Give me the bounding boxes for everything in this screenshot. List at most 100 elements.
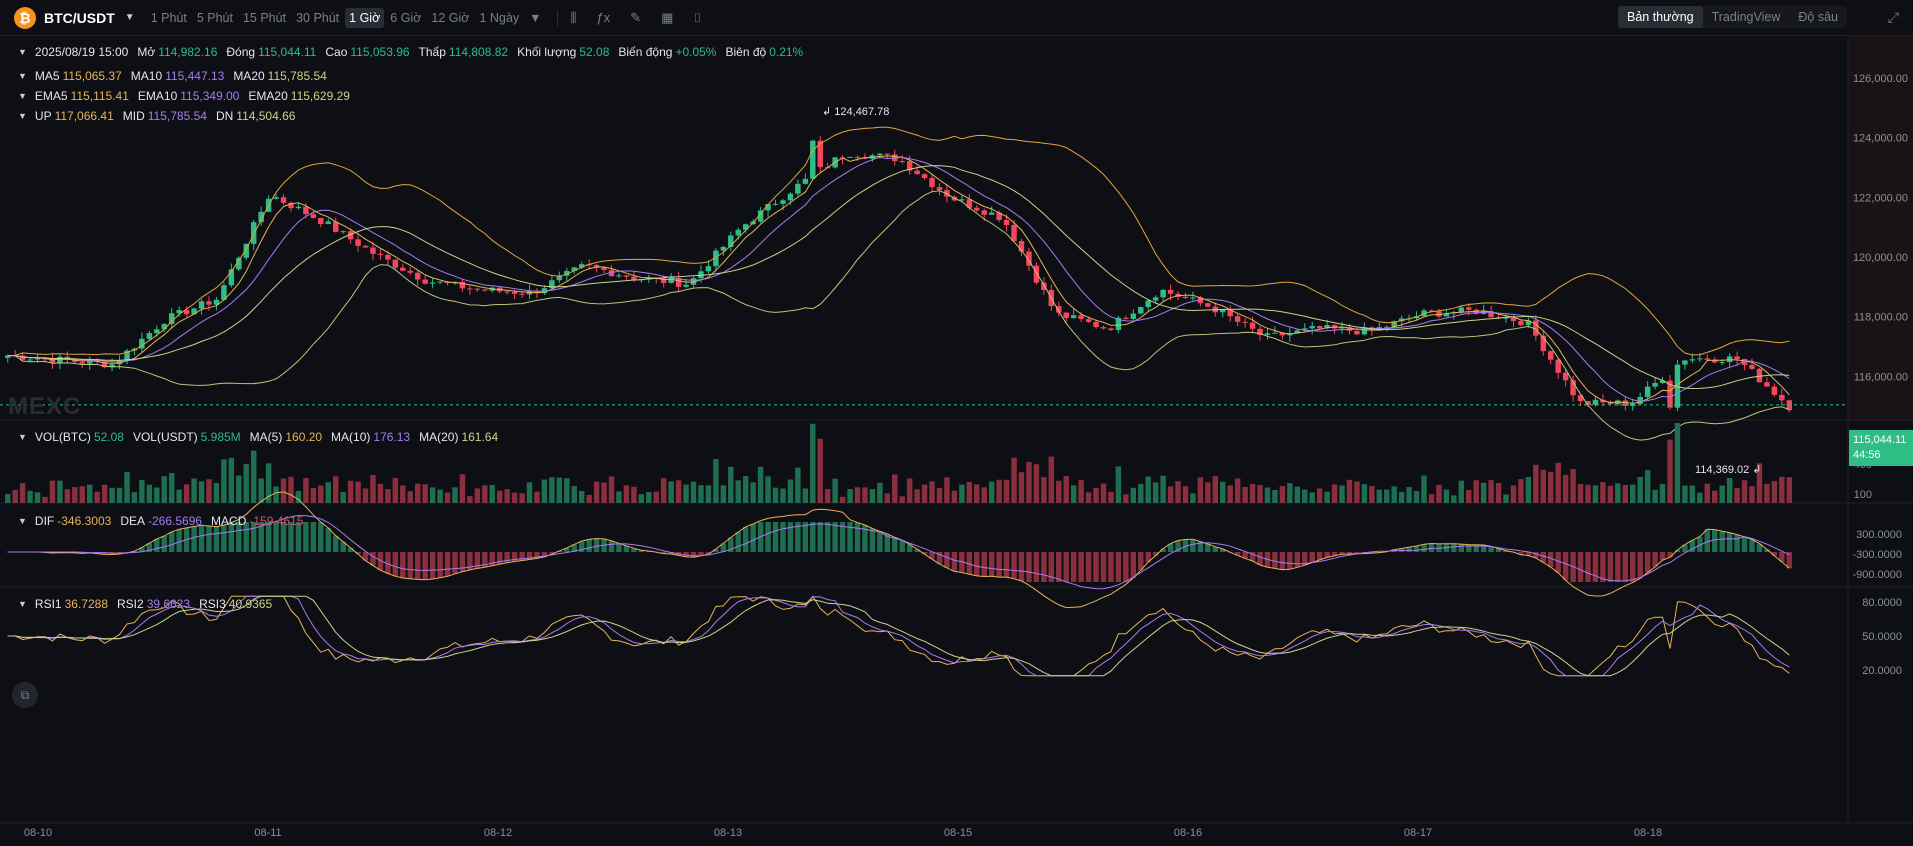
view-depth-button[interactable]: Độ sâu	[1798, 10, 1838, 24]
candle-up	[1220, 310, 1226, 313]
boll-dn-label: DN	[215, 109, 234, 123]
candle-up	[1160, 289, 1166, 298]
macd-histogram-bar	[198, 525, 205, 552]
volume-bar	[1607, 485, 1614, 503]
vol-btc-label: VOL(BTC)	[34, 430, 91, 444]
candle-down	[1466, 307, 1472, 310]
candle-down	[1026, 251, 1032, 266]
chevron-down-icon[interactable]: ▼	[124, 12, 135, 23]
volume-bar	[154, 487, 160, 503]
volume-bar	[1190, 493, 1196, 503]
volume-bar	[742, 476, 749, 503]
date-axis-tick: 08-11	[254, 827, 281, 839]
ma10-line	[7, 156, 1790, 403]
volume-bar	[295, 490, 302, 503]
candle-down	[459, 281, 466, 289]
macd-histogram-bar	[646, 551, 652, 552]
vol-usdt-label: VOL(USDT)	[132, 430, 198, 444]
interval-more-chevron-icon[interactable]: ▼	[529, 10, 542, 25]
volume-bar	[161, 476, 167, 503]
volume-bar	[1689, 485, 1696, 503]
candle-up	[258, 211, 264, 223]
candle-up	[959, 199, 965, 201]
volume-bar	[1361, 484, 1368, 503]
macd-histogram-bar	[1615, 552, 1621, 582]
candle-up	[690, 278, 697, 285]
candle-up	[735, 229, 741, 236]
macd-histogram-bar	[1041, 552, 1047, 582]
macd-histogram-bar	[1331, 552, 1338, 556]
collapse-chevron-icon[interactable]: ▼	[18, 516, 27, 526]
candle-down	[1510, 317, 1517, 322]
chart-area[interactable]: 126,000.00 124,000.00 122,000.00 120,000.00…	[0, 36, 1913, 846]
volume-bar	[750, 482, 756, 503]
volume-bar	[1197, 477, 1204, 503]
macd-histogram-bar	[534, 552, 540, 559]
collapse-chevron-icon[interactable]: ▼	[18, 111, 27, 121]
collapse-chevron-icon[interactable]: ▼	[18, 599, 27, 609]
interval-5m[interactable]: 5 Phút	[196, 10, 233, 25]
candle-up	[1272, 332, 1278, 334]
view-tradingview-button[interactable]: TradingView	[1711, 10, 1781, 24]
interval-6h[interactable]: 6 Giờ	[390, 10, 422, 25]
candle-down	[1622, 400, 1629, 406]
camera-icon[interactable]: ⌷	[693, 9, 702, 25]
volume-bar	[318, 485, 324, 503]
candle-up	[1689, 359, 1696, 361]
view-basic-button[interactable]: Bản thường	[1617, 6, 1703, 28]
interval-30m[interactable]: 30 Phút	[296, 10, 340, 25]
pair-selector[interactable]: BTC/USDT	[44, 9, 115, 26]
vol-ma5-value: 160.20	[285, 430, 323, 444]
macd-histogram-bar	[1749, 539, 1755, 552]
layout-icon[interactable]: ▦	[661, 9, 674, 25]
boll-upper-line	[7, 126, 1790, 356]
macd-histogram-bar	[981, 552, 987, 577]
collapse-chevron-icon[interactable]: ▼	[18, 432, 27, 442]
collapse-chevron-icon[interactable]: ▼	[18, 91, 27, 101]
volume-bar	[310, 488, 317, 503]
volume-bar	[1525, 477, 1532, 503]
candle-up	[131, 348, 138, 351]
fullscreen-icon[interactable]: ⤢	[1887, 9, 1899, 25]
candle-down	[534, 290, 540, 294]
interval-12h[interactable]: 12 Giờ	[431, 10, 470, 25]
interval-1h[interactable]: 1 Giờ	[345, 7, 385, 28]
macd-histogram-bar	[1674, 550, 1681, 552]
price-axis-tick: 126,000.00	[1853, 73, 1908, 85]
volume-bar	[1145, 476, 1151, 503]
collapse-chevron-icon[interactable]: ▼	[18, 47, 27, 57]
candle-down	[1577, 395, 1584, 402]
volume-bar	[571, 486, 577, 503]
macd-histogram-bar	[1145, 552, 1151, 563]
candle-type-icon[interactable]: ⫼	[570, 9, 577, 25]
interval-1d[interactable]: 1 Ngày	[479, 10, 520, 25]
volume-bar	[1003, 479, 1010, 503]
macd-histogram-bar	[1115, 552, 1122, 582]
macd-histogram-bar	[593, 538, 600, 552]
macd-histogram-bar	[250, 522, 257, 552]
panel-settings-icon[interactable]: ⧉	[12, 682, 38, 708]
candle-up	[1674, 364, 1681, 408]
macd-histogram-bar	[1585, 552, 1591, 582]
macd-histogram-bar	[206, 525, 212, 552]
macd-histogram-bar	[1562, 552, 1569, 581]
candle-up	[1644, 386, 1651, 397]
volume-bar	[832, 478, 838, 503]
macd-histogram-bar	[146, 543, 153, 552]
volume-bar	[936, 487, 943, 503]
candle-down	[675, 278, 682, 287]
interval-1m[interactable]: 1 Phút	[150, 10, 187, 25]
volume-bar	[467, 495, 473, 503]
macd-histogram-bar	[1466, 544, 1472, 552]
indicator-icon[interactable]: ƒx	[596, 10, 611, 25]
macd-histogram-bar	[906, 544, 913, 552]
macd-histogram-bar	[1712, 529, 1718, 552]
macd-histogram-bar	[295, 522, 302, 552]
draw-icon[interactable]: ✎	[630, 9, 642, 25]
interval-15m[interactable]: 15 Phút	[242, 10, 287, 25]
price-chart[interactable]: 126,000.00 124,000.00 122,000.00 120,000.00…	[0, 36, 1913, 846]
collapse-chevron-icon[interactable]: ▼	[18, 71, 27, 81]
date-axis-tick: 08-13	[714, 827, 742, 839]
macd-histogram-bar	[496, 552, 503, 565]
vol-ma20-value: 161.64	[461, 430, 499, 444]
